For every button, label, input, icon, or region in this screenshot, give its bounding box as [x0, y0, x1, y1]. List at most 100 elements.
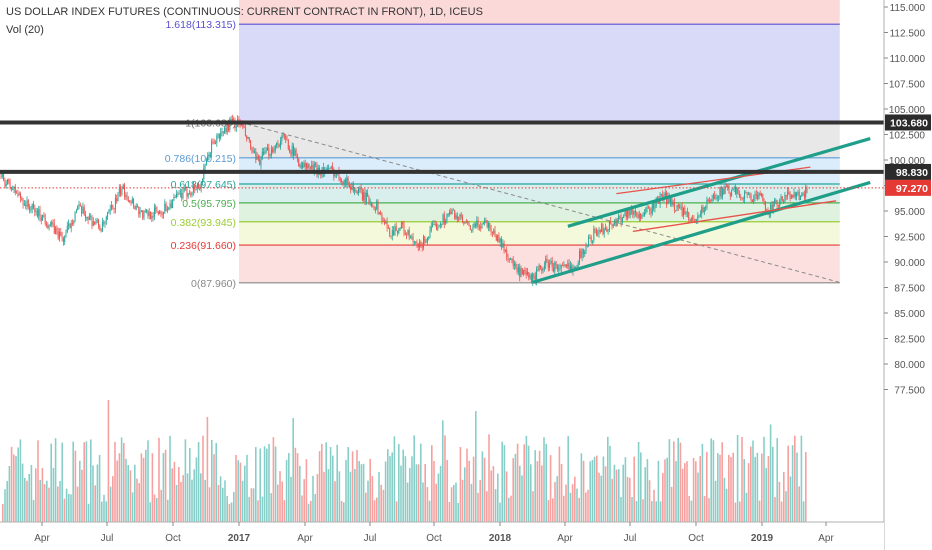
resistance-price-badge: 103.680	[890, 117, 928, 129]
volume-bar	[618, 469, 620, 522]
volume-bar	[668, 439, 671, 522]
candle-body	[228, 122, 229, 131]
candle-body	[783, 200, 785, 203]
candle-body	[607, 229, 609, 232]
x-tick-label: Jul	[101, 533, 114, 544]
candle-body	[706, 199, 708, 209]
x-tick-label: Jul	[364, 533, 377, 544]
candle-body	[672, 202, 674, 205]
volume-bar	[48, 487, 50, 522]
candle-body	[447, 213, 449, 215]
candle-body	[78, 204, 80, 207]
volume-bar	[525, 435, 528, 522]
volume-bar	[347, 447, 349, 522]
candle-body	[785, 195, 787, 197]
candle-body	[363, 192, 365, 201]
volume-bar	[26, 480, 28, 522]
candle-body	[143, 211, 145, 219]
candle-body	[697, 216, 699, 221]
y-tick-label: 107.500	[889, 80, 926, 91]
candle-body	[472, 227, 474, 231]
volume-bar	[109, 486, 112, 522]
volume-bar	[28, 474, 30, 522]
candle-body	[602, 224, 604, 234]
candle-body	[296, 155, 298, 159]
candle-body	[395, 226, 397, 231]
candle-body	[582, 248, 584, 255]
volume-bar	[725, 488, 728, 522]
candle-body	[594, 228, 596, 231]
candle-body	[189, 192, 190, 194]
volume-bar	[274, 446, 277, 522]
volume-bar	[442, 420, 444, 522]
candle-body	[686, 211, 688, 213]
candle-body	[26, 200, 28, 207]
candle-body	[277, 142, 279, 146]
volume-bar	[13, 454, 15, 522]
volume-bar	[701, 443, 704, 522]
candle-body	[22, 199, 24, 206]
candle-body	[265, 150, 267, 152]
candle-body	[495, 236, 497, 241]
candle-body	[52, 222, 54, 224]
candle-body	[387, 227, 389, 229]
volume-bar	[4, 489, 6, 522]
candle-body	[551, 260, 553, 268]
candle-body	[256, 156, 258, 160]
volume-bar	[637, 441, 640, 522]
volume-bar	[105, 501, 107, 522]
volume-bar	[554, 481, 556, 522]
volume-bar	[310, 500, 312, 522]
volume-bar	[431, 445, 433, 522]
candle-body	[313, 163, 315, 172]
volume-bar	[178, 466, 180, 522]
volume-bar	[679, 442, 682, 522]
candle-body	[204, 164, 206, 168]
candle-body	[42, 214, 44, 221]
candle-body	[231, 118, 233, 121]
candle-body	[39, 209, 41, 218]
volume-bar	[81, 469, 83, 522]
volume-bar	[717, 453, 719, 522]
candle-body	[562, 265, 564, 266]
candle-body	[293, 145, 294, 156]
chart-title: US DOLLAR INDEX FUTURES (CONTINUOUS: CUR…	[6, 6, 483, 18]
volume-bar	[785, 491, 787, 522]
candle-body	[411, 236, 413, 238]
candle-body	[291, 145, 293, 155]
candle-body	[199, 187, 201, 189]
candle-body	[668, 196, 670, 203]
volume-bar	[21, 463, 24, 522]
volume-bar	[140, 453, 143, 522]
candle-body	[139, 211, 141, 215]
volume-bar	[626, 476, 629, 522]
candle-body	[455, 215, 457, 219]
volume-bar	[582, 460, 585, 522]
candle-body	[190, 193, 192, 196]
candle-body	[234, 122, 236, 129]
volume-bar	[611, 478, 613, 522]
candle-body	[581, 248, 583, 258]
candle-body	[560, 265, 562, 268]
candle-body	[385, 221, 387, 224]
volume-bar	[538, 450, 541, 522]
volume-bar	[591, 459, 594, 522]
candle-body	[425, 241, 427, 243]
volume-bar	[349, 471, 352, 522]
x-tick-label: Oct	[165, 533, 181, 544]
volume-bar	[345, 460, 347, 522]
volume-bar	[250, 488, 253, 522]
volume-bar	[567, 436, 569, 522]
candle-body	[763, 201, 765, 203]
candle-body	[92, 221, 94, 226]
candle-body	[25, 204, 27, 207]
volume-bar	[167, 499, 169, 522]
candle-body	[731, 190, 733, 197]
volume-bar	[222, 487, 224, 522]
candle-body	[7, 179, 8, 184]
candle-body	[221, 131, 223, 133]
volume-bar	[763, 436, 765, 522]
candle-body	[230, 118, 232, 121]
candle-body	[610, 220, 612, 224]
